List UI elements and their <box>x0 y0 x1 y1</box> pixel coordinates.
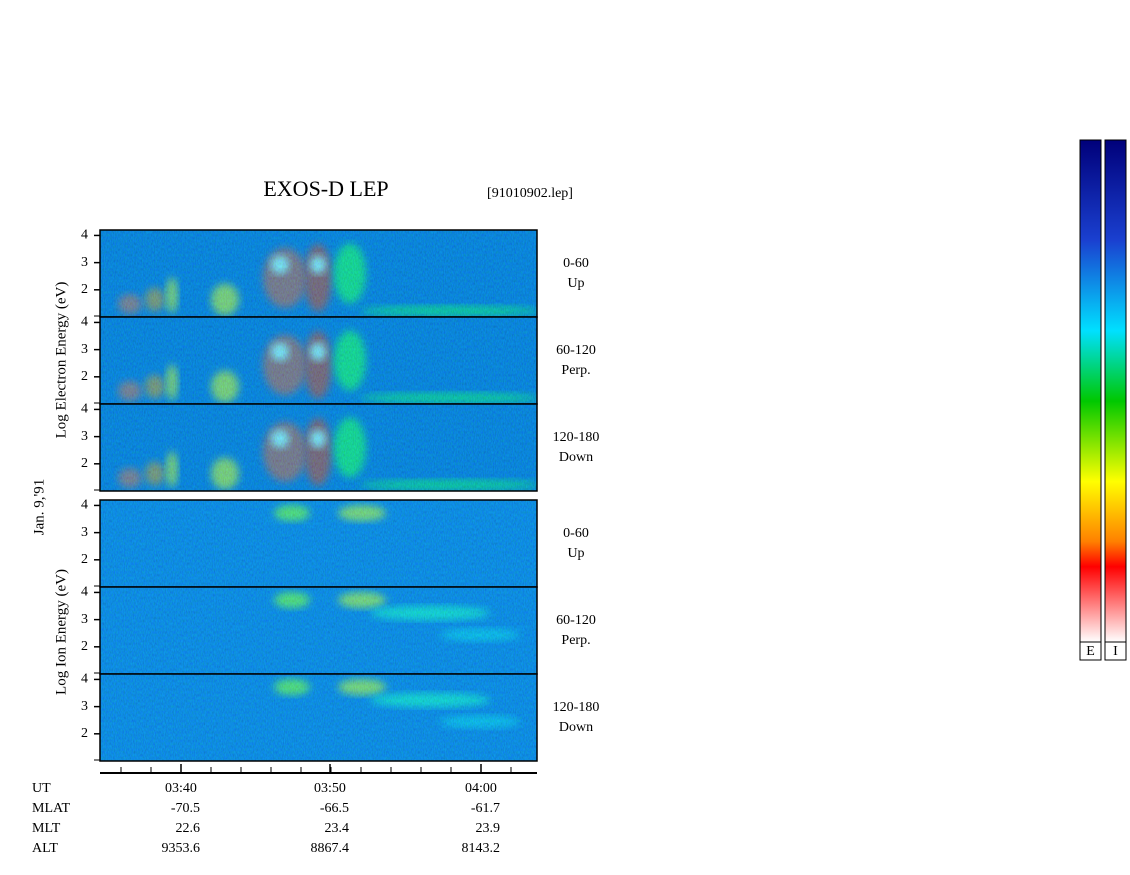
y-tick-label: 4 <box>81 402 88 417</box>
panel-label: 120-180 <box>553 430 600 445</box>
colorbar-label-box <box>1104 641 1127 661</box>
spectrogram <box>100 317 537 404</box>
y-tick-label: 2 <box>81 282 88 297</box>
electron-axis-label: Log Electron Energy (eV) <box>53 282 69 439</box>
noise <box>100 674 537 761</box>
spectrogram <box>100 674 537 761</box>
y-tick-label: 2 <box>81 552 88 567</box>
noise <box>100 587 537 674</box>
panel-label: 0-60 <box>563 256 589 271</box>
panel-label: Up <box>567 276 584 291</box>
panel-label: 0-60 <box>563 526 589 541</box>
panel-label: Perp. <box>561 633 590 648</box>
spectrogram <box>100 404 537 491</box>
x-tick-label: 03:40 <box>165 781 197 796</box>
date-label: Jan. 9,'91 <box>31 479 47 535</box>
y-tick-label: 3 <box>81 342 88 357</box>
colorbar-label: I <box>1113 644 1118 659</box>
y-tick-label: 2 <box>81 369 88 384</box>
noise <box>100 500 537 587</box>
spectrogram <box>100 500 537 587</box>
panel-label: Up <box>567 546 584 561</box>
row-value: -70.5 <box>171 801 200 816</box>
y-tick-label: 4 <box>81 498 88 513</box>
noise <box>100 404 537 491</box>
panel-frame <box>99 403 538 492</box>
x-tick-label: 03:50 <box>314 781 346 796</box>
panel-label: Down <box>559 450 593 465</box>
row-value: 9353.6 <box>162 841 201 856</box>
row-value: -61.7 <box>471 801 500 816</box>
y-tick-label: 2 <box>81 726 88 741</box>
row-label: ALT <box>32 841 58 856</box>
colorbar-label-box <box>1079 641 1102 661</box>
row-value: -66.5 <box>320 801 349 816</box>
y-tick-label: 4 <box>81 315 88 330</box>
colorbar-label: E <box>1086 644 1095 659</box>
panel-label: Perp. <box>561 363 590 378</box>
spectrogram <box>100 230 537 317</box>
panel-label: 60-120 <box>556 613 596 628</box>
row-label: MLT <box>32 821 61 836</box>
panel-label: 120-180 <box>553 700 600 715</box>
y-tick-label: 3 <box>81 255 88 270</box>
y-tick-label: 3 <box>81 429 88 444</box>
y-tick-label: 2 <box>81 456 88 471</box>
y-tick-label: 3 <box>81 525 88 540</box>
row-value: 22.6 <box>176 821 201 836</box>
row-value: 23.9 <box>476 821 501 836</box>
panel-label: 60-120 <box>556 343 596 358</box>
panel-label: Down <box>559 720 593 735</box>
row-value: 8143.2 <box>462 841 501 856</box>
x-tick-label: 04:00 <box>465 781 497 796</box>
y-tick-label: 4 <box>81 585 88 600</box>
y-tick-label: 4 <box>81 228 88 243</box>
y-tick-label: 2 <box>81 639 88 654</box>
colorbar-e <box>1079 139 1102 643</box>
noise <box>100 230 537 317</box>
file-name: [91010902.lep] <box>487 186 573 201</box>
ut-label: UT <box>32 781 51 796</box>
y-tick-label: 3 <box>81 699 88 714</box>
row-value: 23.4 <box>325 821 350 836</box>
y-tick-label: 3 <box>81 612 88 627</box>
y-tick-label: 4 <box>81 672 88 687</box>
noise <box>100 317 537 404</box>
panel-frame <box>99 673 538 762</box>
row-value: 8867.4 <box>311 841 350 856</box>
title: EXOS-D LEP <box>263 176 388 201</box>
spectrogram <box>100 587 537 674</box>
colorbar-i <box>1104 139 1127 643</box>
row-label: MLAT <box>32 801 71 816</box>
spectrogram-panels: 2 3 4 0-60 Up 2 3 4 60-120 Perp. 2 3 4 120-180 Down 2 3 4… <box>81 228 600 762</box>
ion-axis-label: Log Ion Energy (eV) <box>53 569 69 695</box>
